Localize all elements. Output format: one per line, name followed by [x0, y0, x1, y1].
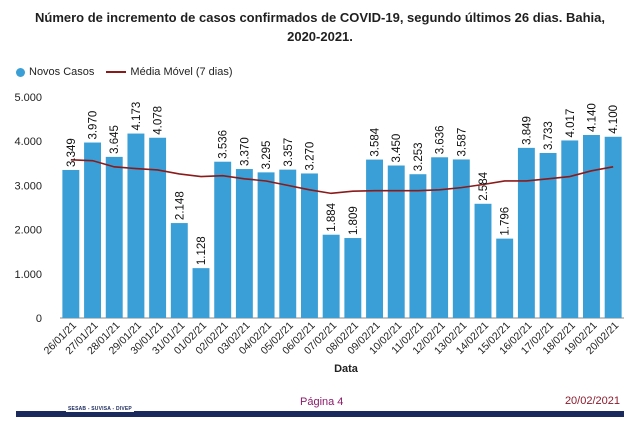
data-label: 3.270 — [304, 142, 316, 171]
data-label: 3.733 — [543, 121, 555, 150]
data-label: 3.349 — [66, 138, 78, 167]
data-label: 3.849 — [521, 116, 533, 145]
data-label: 3.536 — [218, 130, 230, 159]
legend-item-media-movel: Média Móvel (7 dias) — [106, 66, 233, 78]
chart-legend: Novos Casos Média Móvel (7 dias) — [16, 66, 245, 78]
legend-item-novos-casos: Novos Casos — [16, 66, 94, 78]
page-number: Página 4 — [300, 396, 344, 408]
bar — [517, 147, 535, 318]
data-label: 3.253 — [413, 142, 425, 171]
data-label: 4.078 — [153, 106, 165, 135]
bar — [366, 159, 383, 318]
legend-swatch-bar — [16, 67, 25, 77]
bar — [149, 137, 167, 318]
bar — [583, 135, 600, 318]
bar — [496, 238, 514, 318]
chart-title: Número de incremento de casos confirmado… — [35, 10, 605, 44]
bar — [452, 159, 470, 318]
bar — [474, 203, 492, 318]
footer-agency: SESAB - SUVISA - DIVEP — [66, 406, 134, 412]
bar — [409, 174, 427, 318]
data-label: 3.584 — [370, 127, 382, 156]
y-tick-label: 3.000 — [14, 180, 42, 192]
y-tick-label: 5.000 — [14, 92, 42, 104]
data-label: 3.636 — [435, 126, 447, 155]
bar — [322, 234, 340, 318]
data-label: 2.148 — [174, 191, 186, 220]
bar — [105, 156, 123, 318]
bar — [539, 153, 557, 318]
y-tick-label: 4.000 — [14, 136, 42, 148]
bar — [279, 169, 297, 318]
bar — [561, 140, 579, 318]
bar — [257, 172, 275, 318]
bar — [127, 133, 145, 318]
data-label: 4.173 — [131, 102, 143, 131]
y-tick-label: 0 — [36, 313, 42, 325]
data-label: 1.128 — [196, 236, 208, 265]
bar — [604, 136, 622, 318]
bar — [235, 169, 253, 318]
y-tick-label: 1.000 — [14, 269, 42, 281]
data-label: 3.970 — [88, 111, 100, 140]
bar — [344, 238, 362, 318]
legend-label-media-movel: Média Móvel (7 dias) — [130, 66, 233, 78]
y-tick-label: 2.000 — [14, 225, 42, 237]
legend-label-novos-casos: Novos Casos — [29, 66, 95, 78]
bar — [84, 142, 101, 318]
data-label: 1.796 — [500, 207, 512, 236]
bar — [192, 268, 210, 318]
data-label: 2.584 — [478, 171, 490, 200]
data-label: 3.357 — [283, 138, 295, 167]
data-label: 3.295 — [261, 141, 273, 170]
data-label: 4.017 — [565, 109, 577, 138]
report-date: 20/02/2021 — [564, 395, 620, 407]
bar — [431, 157, 449, 318]
data-label: 3.370 — [239, 137, 251, 166]
data-label: 3.450 — [391, 134, 403, 163]
bar — [170, 223, 188, 318]
data-label: 4.140 — [586, 103, 598, 132]
moving-average-line — [70, 158, 614, 195]
bar — [301, 173, 318, 318]
data-label: 1.809 — [348, 206, 360, 235]
data-label: 1.884 — [326, 202, 338, 231]
legend-swatch-line — [106, 71, 127, 73]
data-label: 3.645 — [109, 125, 121, 154]
x-axis-label: Data — [334, 363, 359, 375]
footer-bar — [16, 411, 624, 417]
bar — [214, 161, 232, 318]
bar — [62, 169, 80, 318]
data-label: 4.100 — [608, 105, 620, 134]
bar — [387, 165, 405, 318]
data-label: 3.587 — [456, 128, 468, 157]
